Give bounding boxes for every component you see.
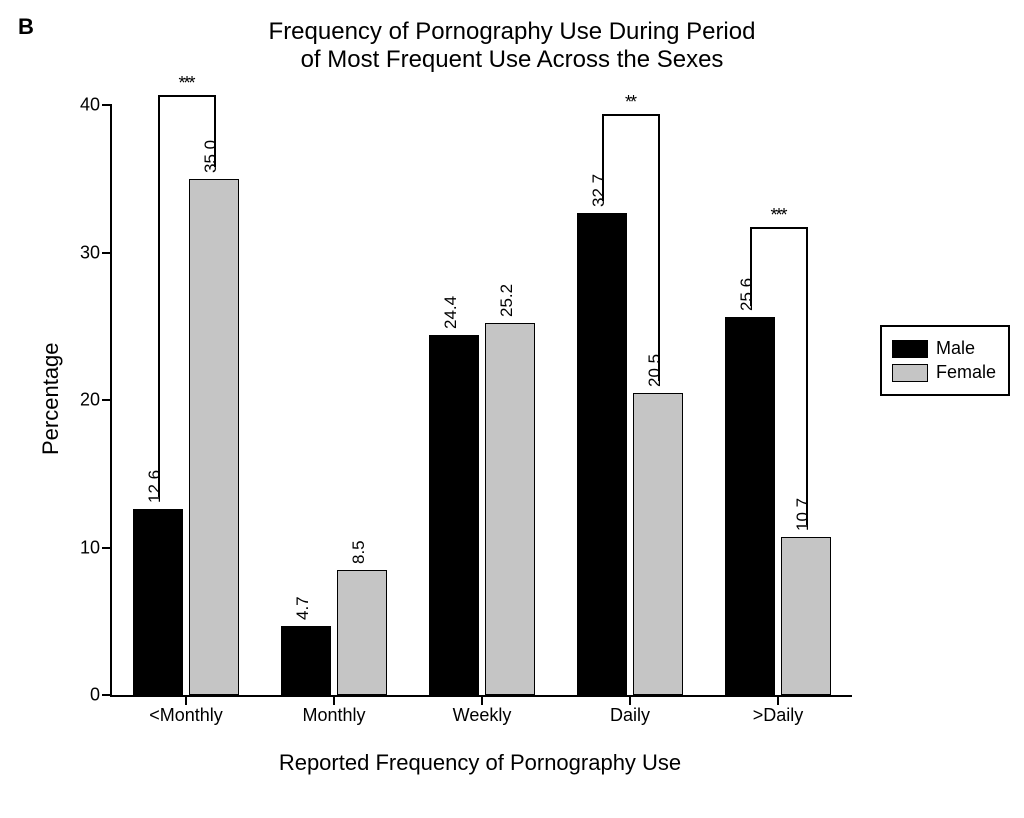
significance-bracket — [750, 227, 752, 305]
bar — [337, 570, 388, 695]
y-tick — [102, 547, 112, 549]
bar — [189, 179, 240, 695]
significance-bracket — [806, 227, 808, 525]
legend: Male Female — [880, 325, 1010, 396]
y-tick-label: 10 — [60, 537, 100, 558]
bar — [429, 335, 480, 695]
bar-value-label: 10.7 — [793, 498, 813, 531]
bar-value-label: 32.7 — [589, 174, 609, 207]
significance-bracket — [158, 95, 160, 498]
bar-value-label: 4.7 — [293, 596, 313, 620]
x-tick-label: Weekly — [453, 705, 512, 726]
significance-bracket — [750, 227, 806, 229]
y-axis-label: Percentage — [38, 342, 64, 455]
legend-label: Female — [936, 362, 996, 383]
chart-container: B Frequency of Pornography Use During Pe… — [0, 0, 1024, 818]
significance-bracket — [214, 95, 216, 167]
significance-stars: *** — [770, 205, 785, 226]
legend-item: Male — [892, 338, 996, 359]
significance-bracket — [602, 114, 604, 201]
x-tick — [629, 695, 631, 705]
significance-bracket — [602, 114, 658, 116]
significance-bracket — [658, 114, 660, 381]
y-tick — [102, 104, 112, 106]
x-tick-label: <Monthly — [149, 705, 223, 726]
bar — [133, 509, 184, 695]
x-axis-label: Reported Frequency of Pornography Use — [110, 750, 850, 776]
bar-value-label: 35.0 — [201, 140, 221, 173]
bar — [781, 537, 832, 695]
significance-bracket — [158, 95, 214, 97]
chart-title: Frequency of Pornography Use During Peri… — [0, 18, 1024, 74]
x-tick — [777, 695, 779, 705]
y-tick-label: 30 — [60, 242, 100, 263]
legend-swatch — [892, 364, 928, 382]
bar-value-label: 24.4 — [441, 296, 461, 329]
bar — [485, 323, 536, 695]
y-tick-label: 0 — [60, 685, 100, 706]
y-tick — [102, 399, 112, 401]
y-tick-label: 20 — [60, 390, 100, 411]
x-tick-label: >Daily — [753, 705, 804, 726]
x-tick — [333, 695, 335, 705]
bar — [577, 213, 628, 695]
legend-label: Male — [936, 338, 975, 359]
bar-value-label: 12.6 — [145, 470, 165, 503]
significance-stars: *** — [178, 73, 193, 94]
bar-value-label: 8.5 — [349, 540, 369, 564]
x-tick-label: Daily — [610, 705, 650, 726]
plot-area: 010203040<Monthly12.635.0Monthly4.78.5We… — [110, 105, 852, 697]
bar-value-label: 20.5 — [645, 354, 665, 387]
legend-item: Female — [892, 362, 996, 383]
bar-value-label: 25.6 — [737, 278, 757, 311]
x-tick-label: Monthly — [302, 705, 365, 726]
x-tick — [185, 695, 187, 705]
significance-stars: ** — [625, 92, 635, 113]
bar — [281, 626, 332, 695]
x-tick — [481, 695, 483, 705]
legend-swatch — [892, 340, 928, 358]
bar — [725, 317, 776, 695]
bar-value-label: 25.2 — [497, 284, 517, 317]
y-tick — [102, 694, 112, 696]
y-tick-label: 40 — [60, 95, 100, 116]
bar — [633, 393, 684, 695]
y-tick — [102, 252, 112, 254]
